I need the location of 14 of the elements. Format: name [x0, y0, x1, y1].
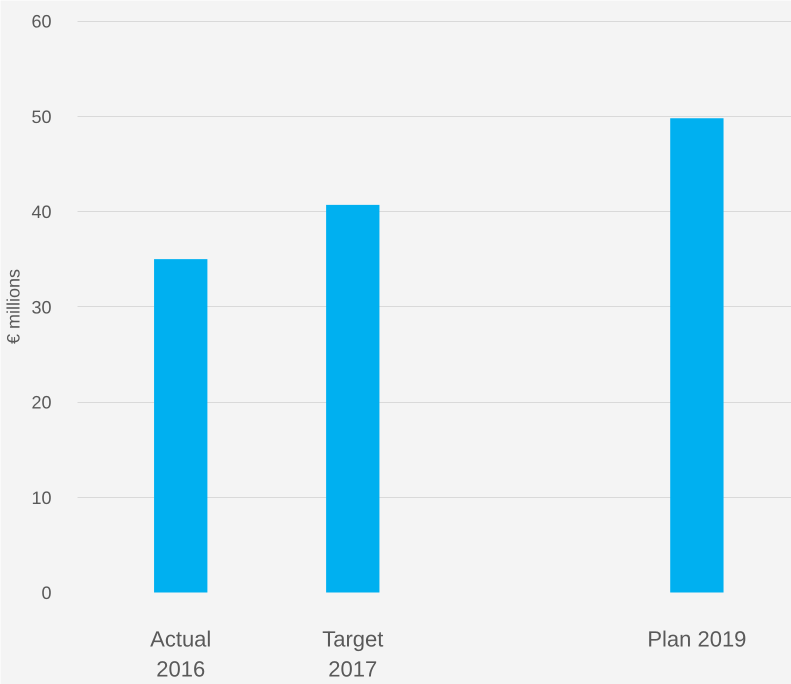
- y-tick-label: 60: [31, 12, 52, 32]
- bar: [154, 259, 208, 592]
- x-tick-label: Target 2017: [322, 626, 384, 682]
- x-tick-label: Actual 2016: [150, 626, 212, 682]
- y-axis-title: € millions: [3, 268, 24, 344]
- y-tick-label: 50: [31, 106, 52, 127]
- bar: [670, 118, 724, 592]
- y-tick-label: 0: [41, 583, 52, 603]
- y-tick-label: 40: [31, 202, 52, 222]
- bar: [326, 204, 380, 592]
- y-tick-label: 10: [31, 488, 52, 508]
- y-tick-label: 30: [31, 297, 52, 318]
- x-tick-label: Plan 2019: [647, 626, 746, 652]
- y-tick-label: 20: [31, 392, 52, 413]
